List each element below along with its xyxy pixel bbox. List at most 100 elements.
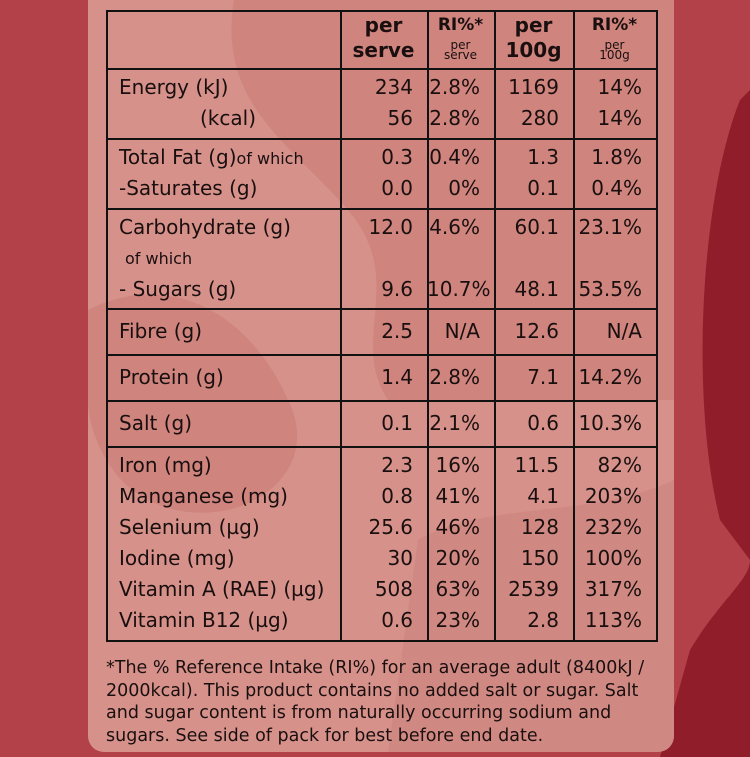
cell-value: 317% bbox=[584, 577, 642, 601]
cell-value: 48.1 bbox=[514, 276, 559, 301]
rule bbox=[427, 10, 429, 642]
footnote: *The % Reference Intake (RI%) for an ave… bbox=[106, 658, 645, 746]
cell-value: 14.2% bbox=[578, 364, 642, 389]
row-label: Fibre (g) bbox=[119, 318, 203, 343]
cell-value: 12.6 bbox=[514, 318, 559, 343]
cell-value: 82% bbox=[597, 453, 642, 477]
cell-value: 1.4 bbox=[381, 364, 413, 389]
cell-value: 100% bbox=[584, 546, 642, 570]
row-label: Salt (g) bbox=[119, 410, 193, 435]
header-sub: per bbox=[604, 38, 625, 52]
rule bbox=[106, 354, 658, 356]
cell-value: 150 bbox=[520, 546, 559, 570]
row-label: Carbohydrate (g) bbox=[119, 214, 291, 239]
rule bbox=[340, 10, 342, 642]
cell-value: 56 bbox=[387, 106, 413, 130]
cell-value: 23% bbox=[435, 608, 480, 632]
header-text: RI%* bbox=[591, 15, 638, 35]
rule bbox=[106, 138, 658, 140]
cell-value: 14% bbox=[597, 75, 642, 99]
rule bbox=[106, 400, 658, 402]
rule bbox=[106, 10, 658, 12]
row-label: Iron (mg) bbox=[119, 453, 212, 477]
cell-value: 11.5 bbox=[514, 453, 559, 477]
header-text: 100g bbox=[505, 38, 562, 62]
cell-value: 234 bbox=[374, 75, 413, 99]
cell-value: 4.1 bbox=[527, 484, 559, 508]
cell-value: 508 bbox=[374, 577, 413, 601]
row-label: Protein (g) bbox=[119, 364, 224, 389]
cell-value: 128 bbox=[520, 515, 559, 539]
row-label: Total Fat (g)of which bbox=[119, 145, 304, 169]
cell-value: 0.6 bbox=[527, 410, 559, 435]
panel bbox=[88, 0, 674, 752]
cell-value: 2.3 bbox=[381, 453, 413, 477]
rule bbox=[106, 68, 658, 70]
header-sub: serve bbox=[443, 48, 478, 62]
cell-value: 1169 bbox=[508, 75, 559, 99]
cell-value: 0.8 bbox=[381, 484, 413, 508]
rule bbox=[573, 10, 575, 642]
cell-value: 9.6 bbox=[381, 276, 413, 301]
cell-value: 63% bbox=[435, 577, 480, 601]
cell-value: 0.3 bbox=[381, 145, 413, 169]
cell-value: 113% bbox=[584, 608, 642, 632]
cell-value: 280 bbox=[520, 106, 559, 130]
cell-value: 10.3% bbox=[578, 410, 642, 435]
cell-value: 23.1% bbox=[578, 214, 642, 239]
panel-pattern bbox=[88, 0, 674, 752]
cell-value: 0% bbox=[448, 176, 480, 200]
cell-value: 53.5% bbox=[578, 276, 642, 301]
cell-value: 20% bbox=[435, 546, 480, 570]
cell-value: 60.1 bbox=[514, 214, 559, 239]
rule bbox=[106, 640, 658, 642]
cell-value: 2.8% bbox=[429, 75, 480, 99]
cell-value: 7.1 bbox=[527, 364, 559, 389]
cell-value: 232% bbox=[584, 515, 642, 539]
cell-value: 0.0 bbox=[381, 176, 413, 200]
rule bbox=[494, 10, 496, 642]
rule bbox=[656, 10, 658, 642]
row-label: Energy (kJ) bbox=[119, 75, 229, 99]
rule bbox=[106, 10, 108, 642]
cell-value: 0.1 bbox=[381, 410, 413, 435]
cell-value: 12.0 bbox=[368, 214, 413, 239]
cell-value: 0.1 bbox=[527, 176, 559, 200]
cell-value: 2.8% bbox=[429, 364, 480, 389]
rule bbox=[106, 446, 658, 448]
cell-value: 41% bbox=[435, 484, 480, 508]
cell-value: 203% bbox=[584, 484, 642, 508]
row-label: - Sugars (g) bbox=[119, 276, 237, 301]
header-text: per bbox=[514, 13, 553, 37]
header-text: per bbox=[364, 13, 403, 37]
rule bbox=[106, 208, 658, 210]
header-sub: 100g bbox=[599, 48, 630, 62]
cell-value: 2.1% bbox=[429, 410, 480, 435]
cell-value: 14% bbox=[597, 106, 642, 130]
cell-value: 2.8 bbox=[527, 608, 559, 632]
cell-value: 0.6 bbox=[381, 608, 413, 632]
cell-value: N/A bbox=[606, 318, 642, 343]
header-text: serve bbox=[352, 38, 415, 62]
cell-value: 2.8% bbox=[429, 106, 480, 130]
row-label: Vitamin B12 (µg) bbox=[119, 608, 289, 632]
cell-value: 10.7% bbox=[427, 276, 491, 301]
cell-value: 25.6 bbox=[368, 515, 413, 539]
row-label: Manganese (mg) bbox=[119, 484, 288, 508]
row-label: (kcal) bbox=[200, 106, 256, 130]
row-label: Vitamin A (RAE) (µg) bbox=[119, 577, 325, 601]
cell-value: 30 bbox=[387, 546, 413, 570]
cell-value: 0.4% bbox=[591, 176, 642, 200]
row-note: of which bbox=[125, 248, 193, 268]
cell-value: 4.6% bbox=[429, 214, 480, 239]
cell-value: 2.5 bbox=[381, 318, 413, 343]
row-label: Selenium (µg) bbox=[119, 515, 260, 539]
rule bbox=[106, 308, 658, 310]
cell-value: 16% bbox=[435, 453, 480, 477]
header-sub: per bbox=[450, 38, 471, 52]
cell-value: 0.4% bbox=[429, 145, 480, 169]
cell-value: 1.8% bbox=[591, 145, 642, 169]
row-note: of which bbox=[236, 149, 304, 168]
